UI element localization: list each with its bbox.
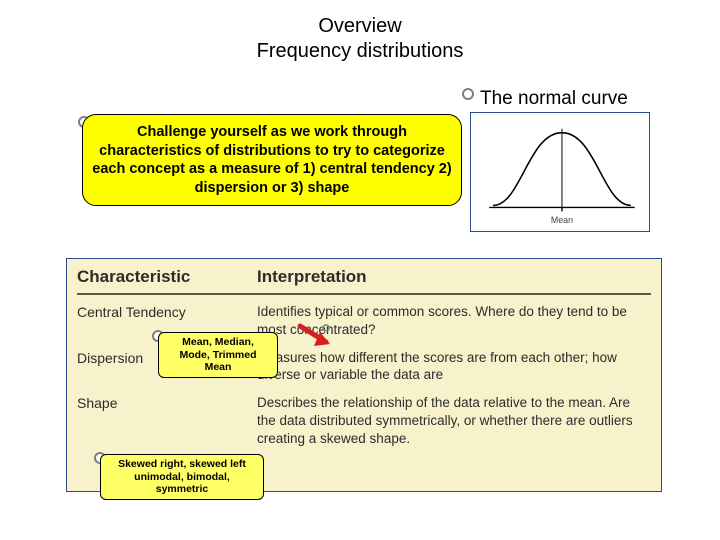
- table-row: Shape Describes the relationship of the …: [77, 394, 651, 447]
- annotation-line: Mean, Median,: [165, 336, 271, 349]
- normal-curve-svg: Mean: [471, 113, 649, 231]
- connector-ring-icon: [462, 88, 474, 100]
- table-header-row: Characteristic Interpretation: [77, 267, 651, 295]
- row-characteristic: Shape: [77, 394, 257, 447]
- curve-xlabel: Mean: [551, 215, 573, 225]
- normal-curve-heading: The normal curve: [480, 88, 628, 110]
- row-interpretation: Describes the relationship of the data r…: [257, 394, 651, 447]
- annotation-line: unimodal, bimodal, symmetric: [107, 471, 257, 496]
- challenge-callout: Challenge yourself as we work through ch…: [82, 114, 462, 206]
- normal-curve-figure: Mean: [470, 112, 650, 232]
- row-interpretation: Measures how different the scores are fr…: [257, 349, 651, 385]
- table-header-interpretation: Interpretation: [257, 267, 651, 287]
- row-interpretation: Identifies typical or common scores. Whe…: [257, 303, 651, 339]
- annotation-central-tendency: Mean, Median, Mode, Trimmed Mean: [158, 332, 278, 378]
- title-line-2: Frequency distributions: [0, 39, 720, 64]
- annotation-line: Mode, Trimmed Mean: [165, 349, 271, 374]
- title-line-1: Overview: [0, 14, 720, 39]
- slide-title: Overview Frequency distributions: [0, 0, 720, 64]
- table-header-characteristic: Characteristic: [77, 267, 257, 287]
- annotation-line: Skewed right, skewed left: [107, 458, 257, 471]
- annotation-shape: Skewed right, skewed left unimodal, bimo…: [100, 454, 264, 500]
